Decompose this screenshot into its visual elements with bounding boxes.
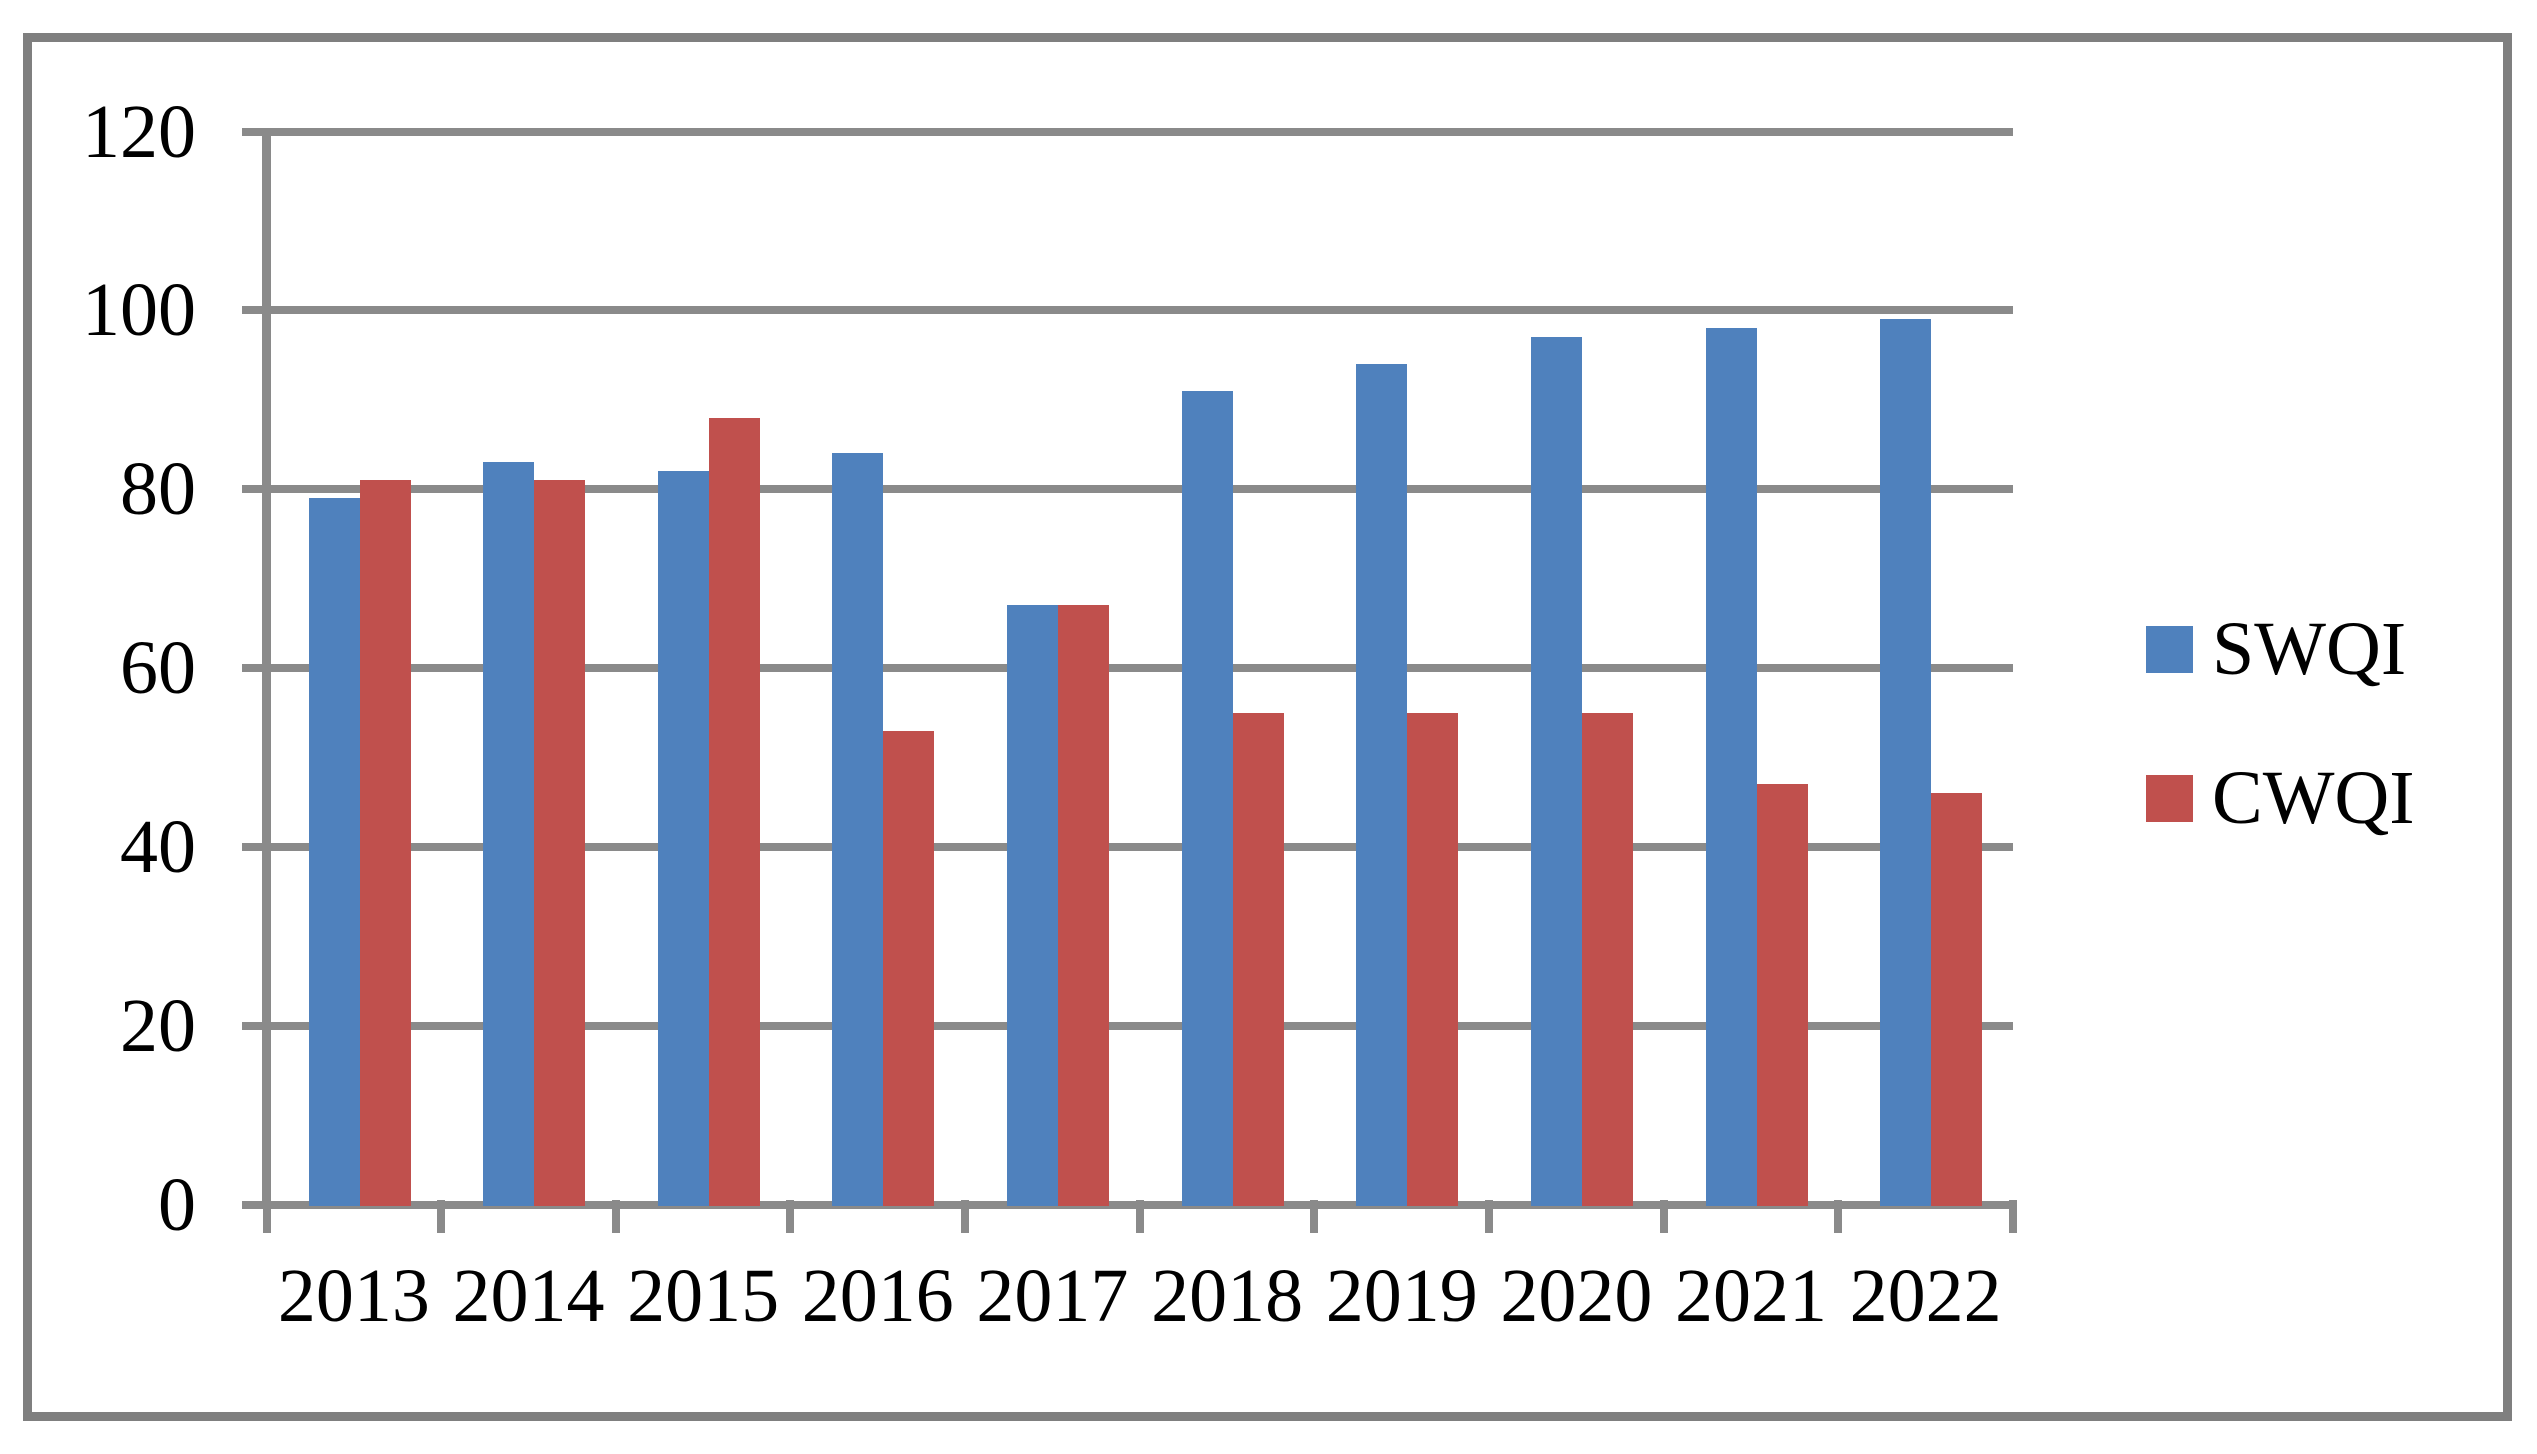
bar-cwqi-2022 <box>1931 793 1983 1207</box>
swqi-swatch-icon <box>2146 626 2193 673</box>
gridline-y-100 <box>242 306 2013 315</box>
bar-cwqi-2018 <box>1232 712 1284 1207</box>
bar-swqi-2017 <box>1007 605 1059 1207</box>
gridline-y-80 <box>242 485 2013 494</box>
x-axis-tick <box>437 1200 446 1233</box>
y-axis-label: 100 <box>82 268 196 353</box>
x-axis-tick <box>786 1200 795 1233</box>
bar-cwqi-2020 <box>1582 712 1634 1207</box>
cwqi-swatch-icon <box>2146 775 2193 822</box>
bar-swqi-2015 <box>657 471 709 1207</box>
bar-cwqi-2016 <box>883 730 935 1207</box>
x-axis-label: 2022 <box>1849 1254 2002 1338</box>
bar-cwqi-2017 <box>1058 605 1110 1207</box>
x-axis-tick <box>262 1200 271 1233</box>
x-axis-tick <box>611 1200 620 1233</box>
bar-swqi-2021 <box>1705 328 1757 1207</box>
bar-cwqi-2015 <box>708 417 760 1207</box>
bar-cwqi-2019 <box>1407 712 1459 1207</box>
y-axis-label: 60 <box>120 626 196 710</box>
x-axis-label: 2020 <box>1500 1254 1653 1338</box>
y-axis-line <box>262 127 271 1209</box>
y-axis-label: 0 <box>158 1162 196 1247</box>
bar-cwqi-2021 <box>1756 784 1808 1207</box>
x-axis-tick <box>1834 1200 1843 1233</box>
y-axis-label: 80 <box>120 447 196 532</box>
bar-swqi-2022 <box>1880 319 1932 1207</box>
bar-swqi-2018 <box>1181 390 1233 1207</box>
legend-item-cwqi: CWQI <box>2146 751 2415 846</box>
gridline-y-0 <box>242 1200 2013 1209</box>
x-axis-label: 2015 <box>627 1254 780 1338</box>
gridline-y-40 <box>242 842 2013 851</box>
bar-cwqi-2013 <box>359 480 411 1207</box>
y-axis-label: 40 <box>120 804 196 889</box>
gridline-y-60 <box>242 664 2013 672</box>
x-axis-label: 2017 <box>976 1254 1129 1338</box>
x-axis-tick <box>2009 1200 2017 1233</box>
x-axis-label: 2019 <box>1325 1254 1478 1338</box>
legend-item-swqi: SWQI <box>2146 602 2406 697</box>
y-axis-label: 120 <box>82 89 196 174</box>
x-axis-label: 2014 <box>452 1254 605 1338</box>
x-axis-label: 2013 <box>277 1254 430 1338</box>
gridline-y-120 <box>242 127 2013 136</box>
x-axis-tick <box>961 1200 970 1233</box>
x-axis-tick <box>1659 1200 1668 1233</box>
bar-swqi-2019 <box>1356 363 1408 1207</box>
bar-swqi-2013 <box>308 498 360 1207</box>
y-axis-label: 20 <box>120 983 196 1068</box>
bar-cwqi-2014 <box>534 480 586 1207</box>
x-axis-tick <box>1310 1200 1319 1233</box>
gridline-y-20 <box>242 1021 2013 1030</box>
x-axis-label: 2016 <box>801 1254 954 1338</box>
x-axis-tick <box>1485 1200 1494 1233</box>
x-axis-label: 2021 <box>1675 1254 1827 1338</box>
bar-swqi-2020 <box>1531 337 1583 1207</box>
x-axis-label: 2018 <box>1151 1254 1304 1338</box>
bar-swqi-2016 <box>832 453 884 1207</box>
x-axis-tick <box>1135 1200 1144 1233</box>
legend-label-swqi: SWQI <box>2212 607 2407 691</box>
bar-swqi-2014 <box>483 462 535 1207</box>
legend-label-cwqi: CWQI <box>2212 756 2415 840</box>
